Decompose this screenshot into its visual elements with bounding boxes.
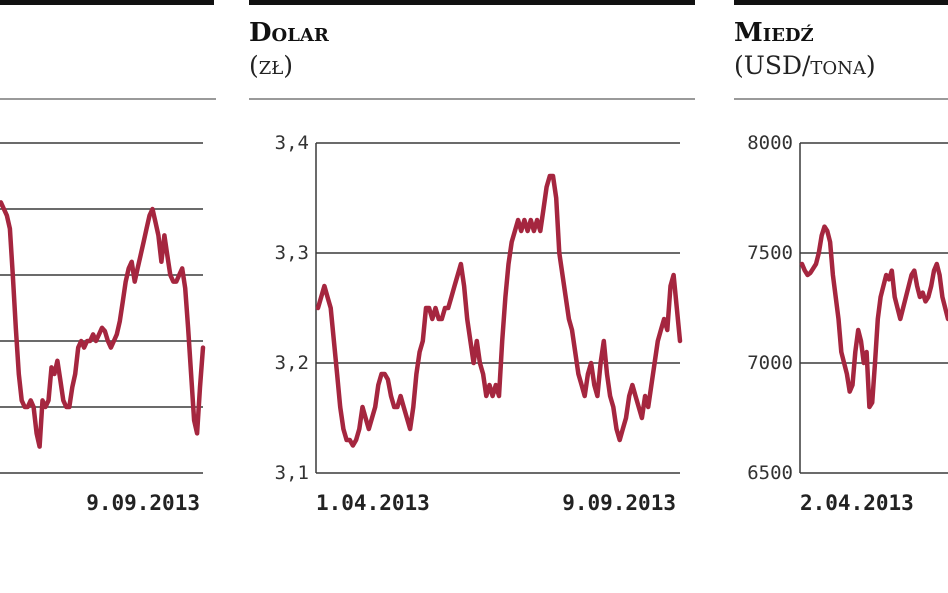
panel2-unit: (zł) (249, 51, 294, 80)
panel2-series-line (315, 173, 683, 448)
panel1-series-line (0, 200, 206, 449)
panel2-title: Dolar (249, 18, 329, 48)
panel2-x-date-label: 9.09.2013 (562, 491, 676, 515)
panel3-x-date-label: 2.04.2013 (800, 491, 914, 515)
panel3-header-rule (734, 98, 948, 100)
panel3-y-tick-label: 6500 (747, 462, 793, 484)
panel2-y-tick-label: 3,3 (275, 242, 309, 264)
panel3-top-bar (734, 0, 948, 5)
panel1-top-bar (0, 0, 214, 5)
panel2-y-tick-label: 3,2 (275, 352, 309, 374)
panel3-y-tick-label: 7500 (747, 242, 793, 264)
panel3-title: Miedź (734, 18, 814, 48)
panel2-header-rule (249, 98, 695, 100)
panel2-top-bar (249, 0, 695, 5)
panel3-series-line (799, 224, 948, 410)
panel3-unit: (USD/tona) (734, 51, 876, 80)
panel2-y-tick-label: 3,4 (275, 132, 309, 154)
panel3-y-tick-label: 7000 (747, 352, 793, 374)
panel1-header-rule (0, 98, 216, 100)
panel2-y-tick-label: 3,1 (275, 462, 309, 484)
panel2-x-date-label: 1.04.2013 (316, 491, 430, 515)
panel1-x-date-label: 9.09.2013 (86, 491, 200, 515)
panel3-y-tick-label: 8000 (747, 132, 793, 154)
